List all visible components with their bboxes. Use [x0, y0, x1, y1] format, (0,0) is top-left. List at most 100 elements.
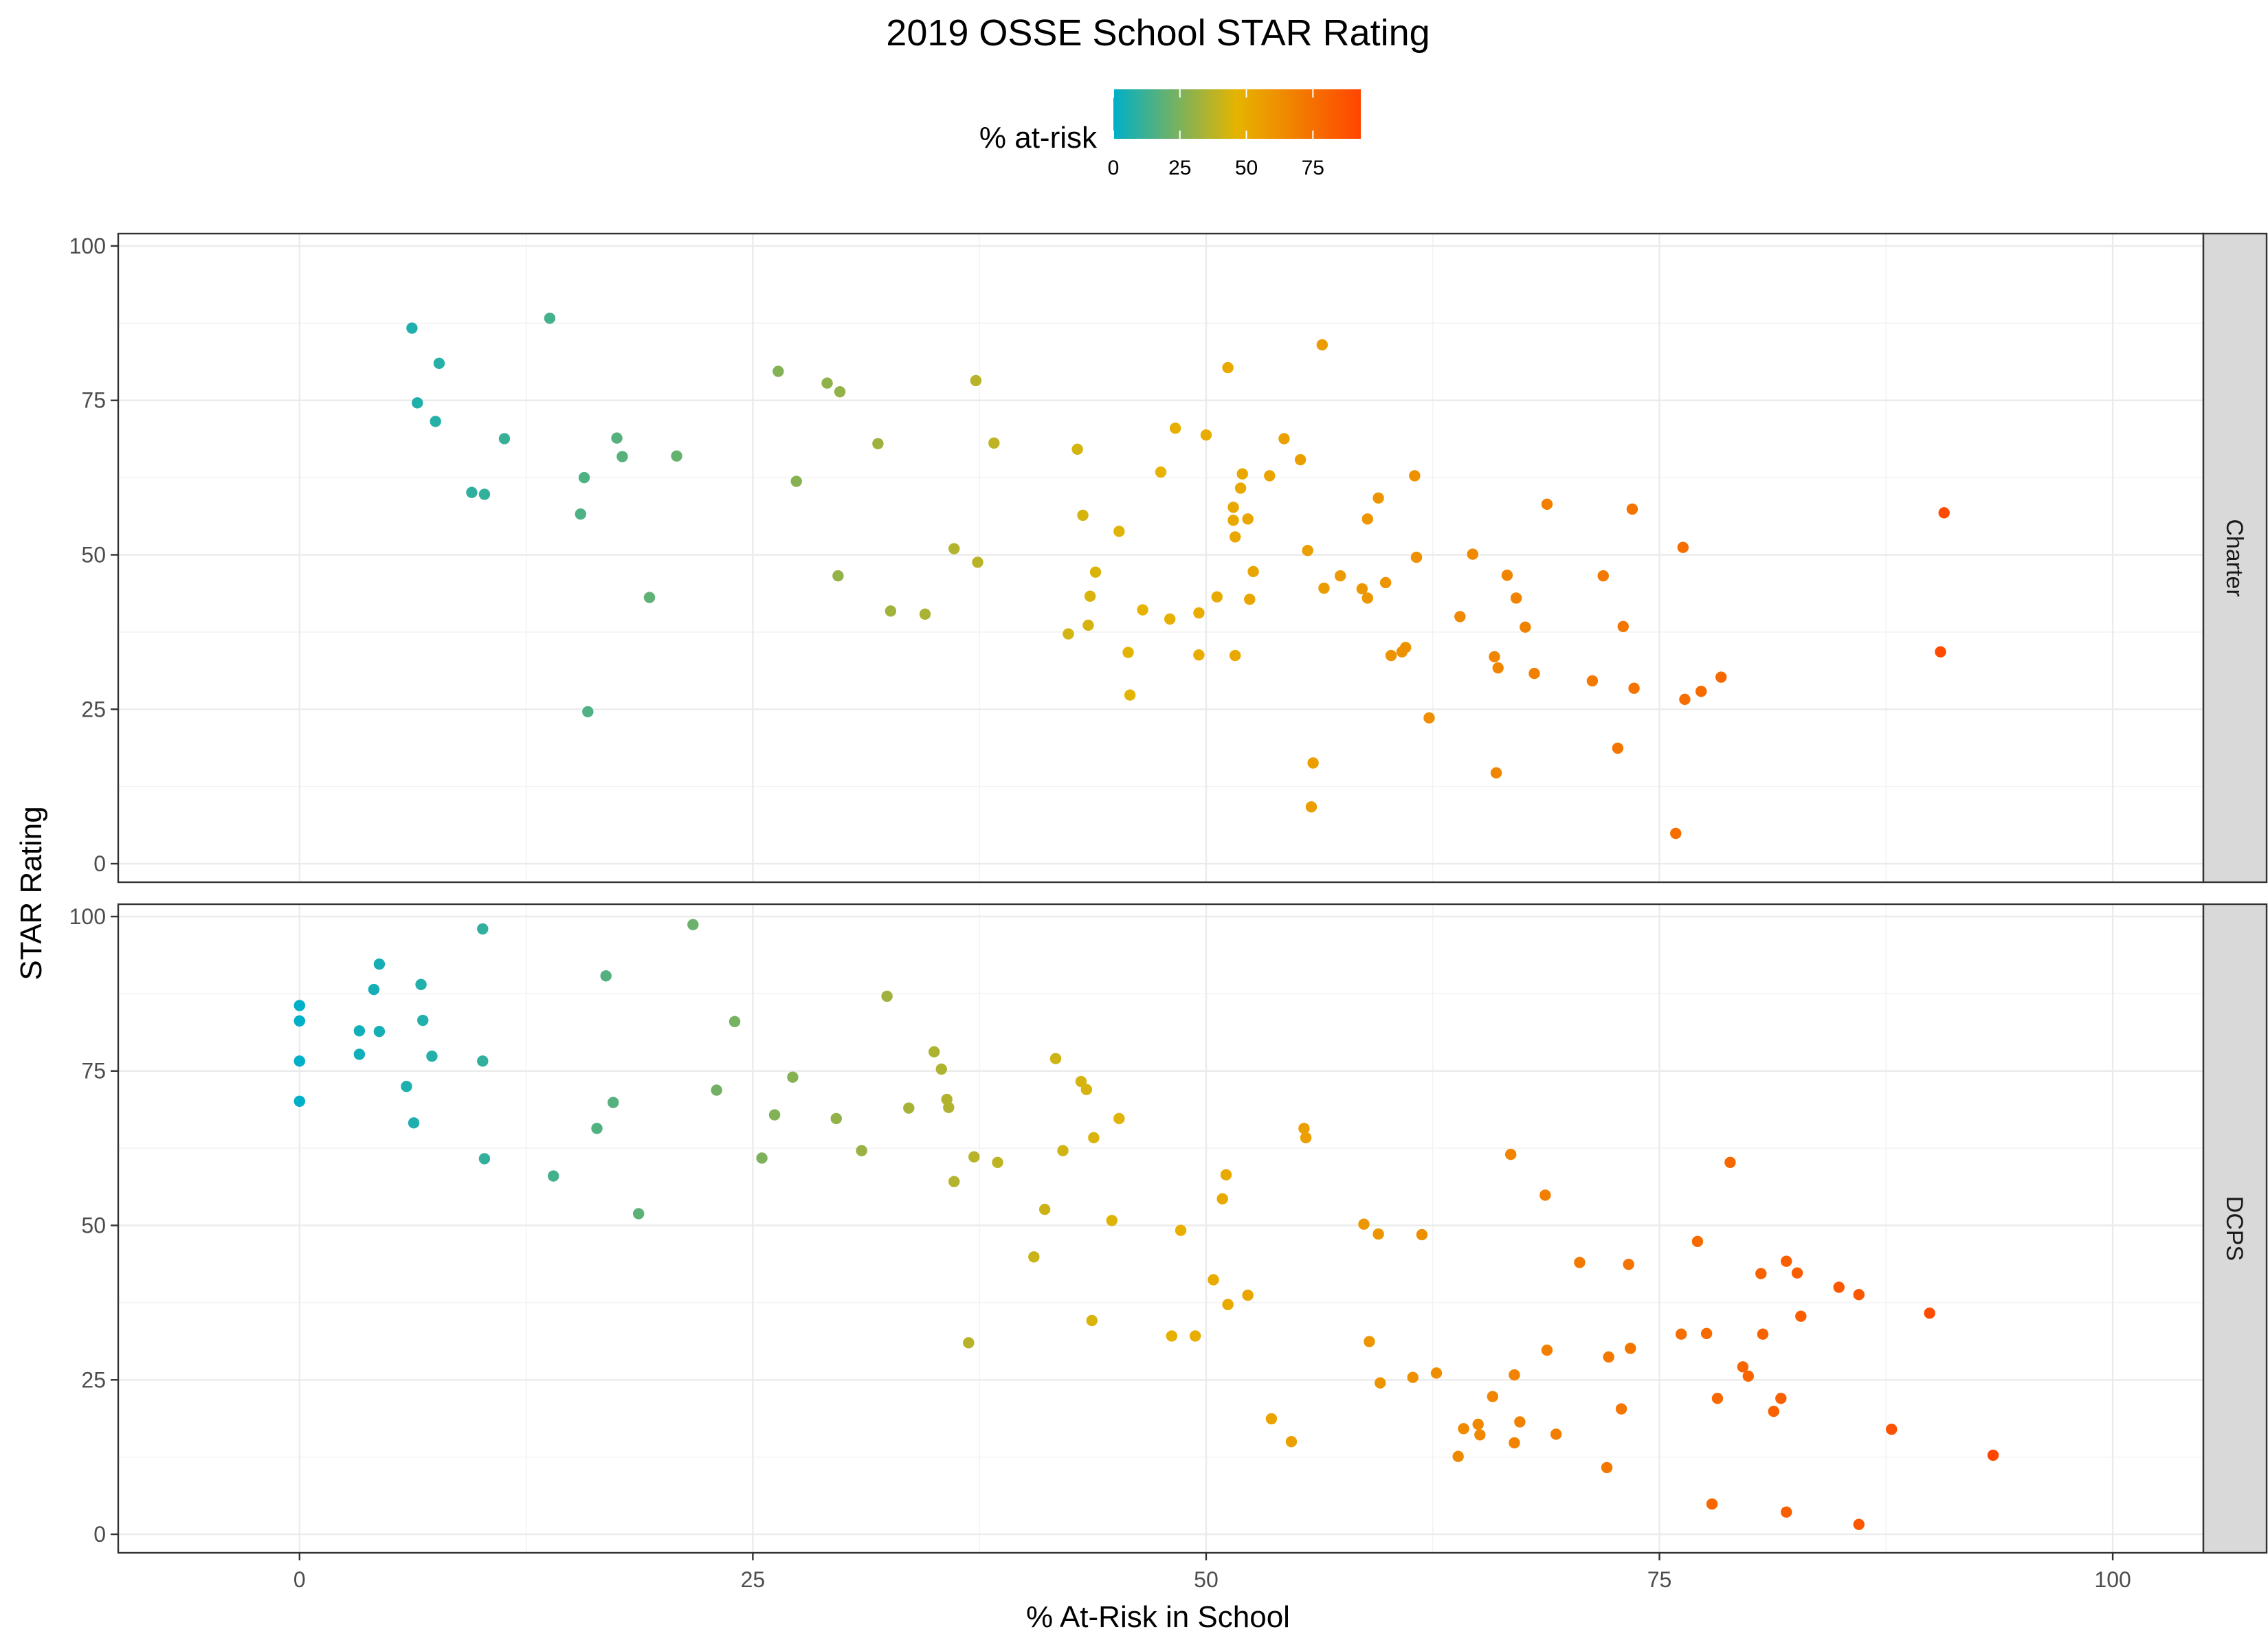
data-point: [790, 475, 802, 487]
facet-panel-dcps: 0 25 50 75 100 DCPS: [69, 903, 2268, 1554]
data-point: [1795, 1310, 1807, 1322]
data-point: [821, 377, 833, 389]
data-point: [1452, 1450, 1464, 1462]
legend-tick-label: 75: [1302, 157, 1324, 179]
data-point: [687, 919, 699, 930]
data-point: [1472, 1418, 1484, 1431]
x-tick-label: 50: [1194, 1567, 1219, 1592]
data-point: [1307, 757, 1319, 769]
data-point: [1711, 1393, 1724, 1404]
data-point: [1298, 1123, 1310, 1134]
facet-strip-label: Charter: [2221, 519, 2247, 596]
data-point: [1265, 1413, 1278, 1425]
data-point: [1514, 1416, 1526, 1428]
data-point: [1227, 502, 1239, 513]
data-point: [1175, 1224, 1187, 1236]
chart-title: 2019 OSSE School STAR Rating: [886, 12, 1430, 54]
data-point: [1372, 1228, 1384, 1240]
data-point: [1189, 1330, 1201, 1342]
data-point: [1302, 545, 1313, 557]
data-point: [401, 1081, 412, 1092]
data-point: [1088, 1132, 1100, 1144]
data-point: [830, 1112, 842, 1125]
data-point: [1574, 1257, 1586, 1268]
data-point: [1623, 1258, 1634, 1270]
data-point: [611, 432, 623, 444]
data-point: [1049, 1053, 1062, 1064]
data-point: [1409, 470, 1421, 482]
x-tick-label: 0: [293, 1567, 306, 1592]
data-point: [1679, 693, 1691, 706]
y-tick-label: 100: [69, 904, 106, 929]
data-point: [1063, 628, 1074, 640]
data-point: [1510, 592, 1522, 604]
y-axis-title: STAR Rating: [14, 806, 48, 980]
data-point: [1038, 1203, 1051, 1215]
x-tick-label: 100: [2094, 1567, 2131, 1592]
y-tick-label: 0: [93, 851, 106, 876]
y-tick-label: 0: [93, 1522, 106, 1547]
data-point: [1423, 712, 1435, 724]
data-point: [1082, 619, 1094, 631]
data-point: [1853, 1518, 1865, 1530]
data-point: [1490, 767, 1502, 779]
data-point: [1691, 1235, 1704, 1248]
data-point: [1071, 443, 1083, 455]
data-point: [478, 1153, 491, 1165]
data-point: [943, 1101, 955, 1113]
data-point: [1155, 466, 1167, 478]
data-point: [632, 1208, 645, 1220]
data-point: [970, 374, 982, 387]
data-point: [1467, 548, 1478, 560]
facet-panel-charter: 0 25 50 75 100 Charter: [69, 232, 2268, 884]
data-point: [1626, 503, 1638, 515]
facet-strip: [2202, 232, 2268, 884]
data-point: [575, 508, 586, 520]
data-point: [1399, 642, 1412, 653]
data-point: [430, 416, 441, 427]
legend: % at-risk 0 25 50 75: [979, 89, 1361, 179]
data-point: [373, 1026, 386, 1037]
data-point: [1169, 423, 1181, 434]
data-point: [948, 1176, 960, 1187]
data-point: [1886, 1423, 1898, 1435]
data-point: [856, 1145, 867, 1156]
data-point: [1541, 1344, 1553, 1356]
data-point: [1057, 1145, 1069, 1156]
y-tick-label: 50: [81, 1213, 106, 1238]
data-point: [729, 1016, 741, 1028]
data-point: [1077, 509, 1089, 521]
data-point: [1247, 565, 1259, 577]
data-point: [1489, 651, 1500, 663]
y-tick-label: 100: [69, 234, 106, 258]
data-point: [1597, 570, 1609, 582]
data-point: [478, 489, 491, 500]
data-point: [1791, 1267, 1803, 1279]
data-point: [1924, 1307, 1935, 1319]
data-point: [1504, 1148, 1517, 1160]
facet-strip-label: DCPS: [2221, 1196, 2247, 1261]
data-point: [935, 1063, 947, 1075]
data-point: [368, 983, 380, 996]
y-tick-label: 75: [81, 388, 106, 413]
data-point: [1677, 541, 1689, 553]
data-point: [1229, 649, 1241, 662]
data-point: [1539, 1189, 1551, 1201]
data-point: [1541, 498, 1553, 510]
data-point: [1208, 1274, 1219, 1286]
data-point: [1305, 801, 1318, 813]
data-point: [1222, 1299, 1234, 1310]
data-point: [591, 1123, 603, 1134]
data-point: [353, 1025, 366, 1037]
data-point: [1086, 1314, 1098, 1327]
data-point: [1193, 607, 1205, 619]
data-point: [1509, 1437, 1520, 1449]
data-point: [1244, 594, 1256, 605]
data-point: [1617, 620, 1629, 632]
data-point: [616, 451, 628, 462]
data-point: [477, 923, 489, 935]
data-point: [968, 1151, 980, 1163]
data-point: [600, 970, 612, 982]
data-point: [756, 1152, 768, 1164]
data-point: [1385, 649, 1397, 662]
